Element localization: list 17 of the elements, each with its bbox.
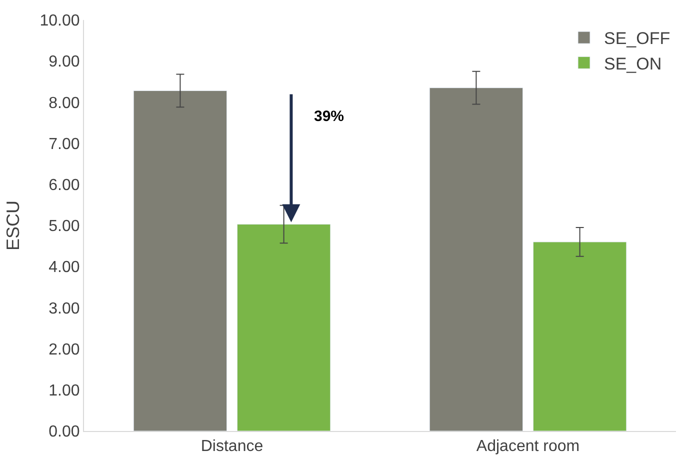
y-tick-label: 6.00: [48, 177, 80, 194]
legend-label: SE_OFF: [604, 29, 670, 48]
y-tick-label: 5.00: [48, 218, 80, 236]
y-tick-label: 7.00: [48, 136, 80, 153]
annotation: 39%: [314, 108, 344, 125]
y-tick-label: 1.00: [48, 382, 80, 400]
legend-label: SE_ON: [604, 54, 662, 74]
y-tick-label: 9.00: [48, 54, 80, 71]
y-tick-label: 10.00: [40, 12, 80, 30]
x-tick-label: Distance: [200, 438, 264, 456]
y-tick-label: 8.00: [48, 94, 80, 112]
y-tick-label: 4.00: [48, 259, 80, 276]
y-axis-title: ESCU: [2, 200, 23, 251]
y-tick-label: 2.00: [48, 341, 80, 358]
x-tick-label: Adjacent room: [476, 438, 580, 456]
y-tick-label: 0.00: [48, 424, 80, 441]
y-tick-label: 3.00: [48, 300, 80, 318]
